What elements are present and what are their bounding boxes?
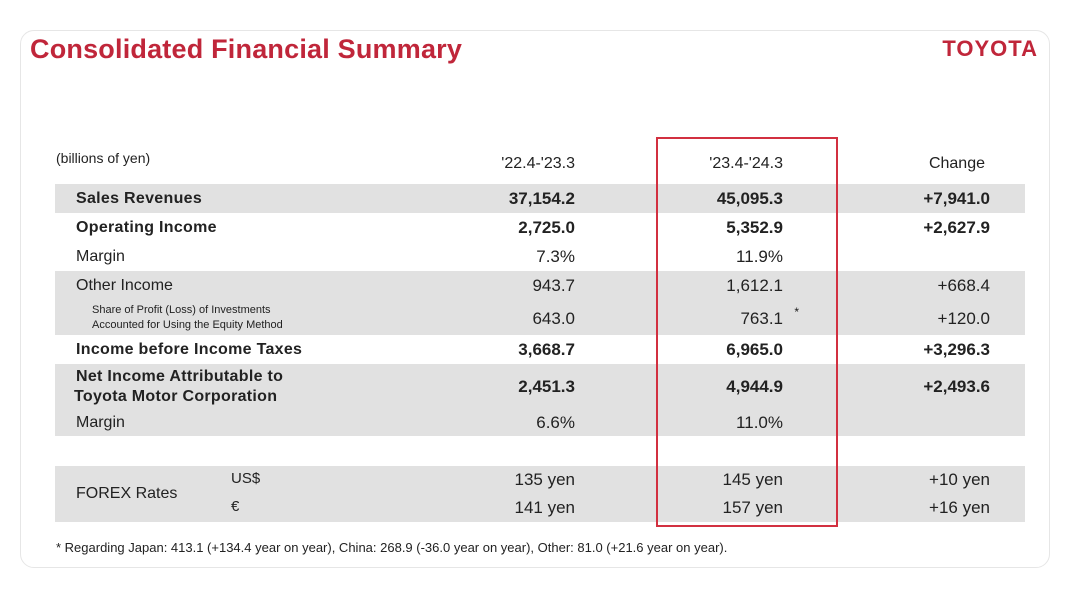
usd-value-current: 145 yen (722, 470, 784, 489)
row-label-line-2: Accounted for Using the Equity Method (92, 319, 283, 331)
table-row-equity-method-profit: Share of Profit (Loss) of Investments Ac… (55, 300, 1025, 335)
unit-label: (billions of yen) (56, 150, 151, 166)
value-change: +3,296.3 (923, 340, 990, 359)
toyota-logo: TOYOTA (942, 36, 1038, 61)
value-prior: 2,725.0 (518, 218, 575, 237)
table-row-other-income: Other Income 943.7 1,612.1 +668.4 (55, 271, 1025, 300)
value-change: +2,627.9 (923, 218, 990, 237)
footnote: * Regarding Japan: 413.1 (+134.4 year on… (56, 540, 728, 555)
current-year-highlight-box (656, 137, 838, 527)
row-label: Margin (76, 248, 125, 265)
column-header-prior-year: '22.4-'23.3 (501, 155, 575, 172)
table-row-net-margin: Margin 6.6% 11.0% (55, 409, 1025, 436)
value-current: 763.1 (740, 309, 783, 328)
value-current: 5,352.9 (726, 218, 783, 237)
value-prior: 7.3% (536, 247, 575, 266)
row-label: Operating Income (76, 219, 217, 236)
value-change: +668.4 (937, 276, 990, 295)
value-prior: 943.7 (532, 276, 575, 295)
column-header-current-year: '23.4-'24.3 (709, 155, 783, 172)
table-row-operating-income: Operating Income 2,725.0 5,352.9 +2,627.… (55, 213, 1025, 242)
page-title: Consolidated Financial Summary (30, 34, 463, 64)
value-current: 6,965.0 (726, 340, 783, 359)
value-current: 11.9% (736, 247, 783, 266)
row-label: FOREX Rates (76, 485, 178, 502)
table-row-income-before-taxes: Income before Income Taxes 3,668.7 6,965… (55, 335, 1025, 364)
table-row-operating-margin: Margin 7.3% 11.9% (55, 242, 1025, 271)
value-prior: 3,668.7 (518, 340, 575, 359)
row-label: Sales Revenues (76, 190, 203, 207)
row-label-line-2: Toyota Motor Corporation (74, 388, 278, 405)
usd-value-change: +10 yen (929, 470, 990, 489)
row-label-line-1: Net Income Attributable to (76, 368, 284, 385)
value-prior: 2,451.3 (518, 377, 575, 396)
value-current: 45,095.3 (716, 189, 783, 208)
usd-value-prior: 135 yen (514, 470, 576, 489)
table-row-net-income: Net Income Attributable to Toyota Motor … (55, 364, 1025, 409)
footnote-marker: * (794, 305, 799, 319)
row-label: Income before Income Taxes (76, 341, 303, 358)
table-row-sales-revenues: Sales Revenues 37,154.2 45,095.3 +7,941.… (55, 184, 1025, 213)
row-label-line-1: Share of Profit (Loss) of Investments (92, 304, 271, 316)
eur-value-change: +16 yen (929, 498, 990, 517)
value-change: +120.0 (937, 309, 990, 328)
value-change: +7,941.0 (923, 189, 990, 208)
row-label: Other Income (76, 277, 173, 294)
value-prior: 37,154.2 (508, 189, 575, 208)
value-prior: 6.6% (536, 413, 575, 432)
table-row-forex-rates: FOREX Rates US$ 135 yen 145 yen +10 yen … (55, 466, 1025, 522)
eur-value-prior: 141 yen (514, 498, 576, 517)
column-header-change: Change (928, 155, 985, 172)
currency-usd: US$ (231, 470, 261, 487)
value-prior: 643.0 (532, 309, 575, 328)
value-current: 4,944.9 (726, 377, 783, 396)
row-label: Margin (76, 414, 125, 431)
value-current: 11.0% (736, 413, 783, 432)
value-change: +2,493.6 (923, 377, 990, 396)
currency-eur: € (231, 498, 240, 515)
eur-value-current: 157 yen (722, 498, 784, 517)
value-current: 1,612.1 (726, 276, 783, 295)
